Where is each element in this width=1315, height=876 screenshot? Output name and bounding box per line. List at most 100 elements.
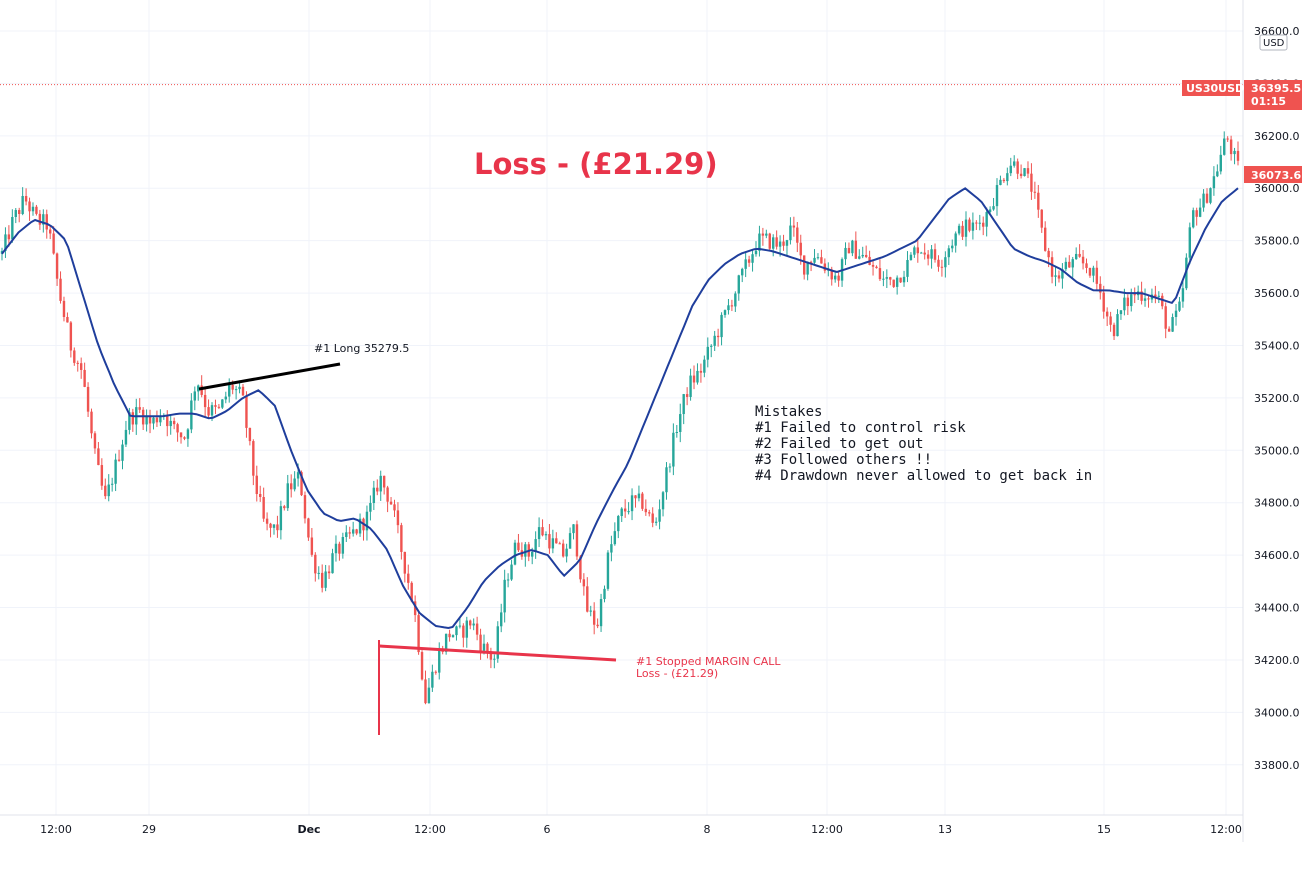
candle-body	[582, 579, 586, 587]
candle-body	[217, 406, 221, 408]
candle-body	[672, 432, 675, 467]
candle-body	[599, 599, 603, 627]
candle-body	[1085, 263, 1088, 268]
candle-body	[1157, 295, 1161, 297]
candle-body	[90, 411, 93, 434]
candle-body	[999, 179, 1002, 186]
candle-body	[675, 432, 679, 434]
candle-body	[720, 314, 723, 338]
candle-body	[110, 483, 114, 485]
candle-body	[765, 233, 768, 236]
candle-body	[920, 252, 923, 254]
candle-body	[93, 433, 97, 449]
candle-body	[734, 293, 737, 307]
candle-body	[24, 196, 28, 202]
candle-body	[31, 206, 35, 212]
candle-body	[909, 254, 913, 261]
candle-body	[644, 508, 648, 513]
candle-body	[1016, 161, 1019, 174]
candle-body	[1102, 292, 1105, 312]
candle-body	[1068, 261, 1071, 268]
second-price-tag	[1244, 166, 1302, 183]
long-entry-line[interactable]	[198, 362, 341, 391]
candle-body	[854, 240, 858, 259]
candle-body	[138, 407, 141, 410]
candle-body	[544, 534, 548, 536]
candle-body	[444, 633, 448, 652]
time-axis[interactable]: 12:00 29 Dec 12:00 6 8 12:00 13 15 12:00	[40, 823, 1242, 836]
candle-body	[7, 234, 11, 240]
candle-body	[45, 214, 48, 230]
candle-body	[190, 400, 193, 430]
candle-body	[479, 634, 482, 651]
candle-body	[1064, 261, 1068, 270]
candle-body	[117, 459, 121, 461]
candle-body	[107, 484, 110, 497]
currency-badge[interactable]	[1259, 34, 1288, 51]
candle-body	[62, 300, 66, 317]
candle-body	[265, 518, 269, 524]
candle-body	[902, 276, 906, 283]
candle-body	[813, 257, 816, 263]
candle-body	[586, 586, 589, 612]
candle-body	[589, 610, 592, 612]
candle-body	[847, 247, 851, 254]
candle-body	[851, 240, 854, 254]
candle-body	[651, 513, 654, 523]
candle-body	[1092, 267, 1095, 276]
candle-body	[221, 399, 224, 408]
candle-body	[975, 222, 978, 224]
candles	[0, 131, 1240, 705]
candle-body	[255, 475, 258, 495]
candle-body	[837, 275, 840, 281]
candle-body	[276, 524, 279, 531]
candle-body	[18, 210, 21, 215]
stop-loss-line[interactable]	[378, 644, 617, 662]
candle-body	[148, 416, 152, 424]
candle-body	[424, 679, 427, 704]
candle-body	[820, 257, 823, 264]
candle-body	[42, 214, 45, 225]
candle-body	[579, 556, 582, 580]
candle-body	[320, 572, 324, 588]
candle-body	[985, 211, 988, 227]
candle-body	[331, 553, 334, 574]
candle-body	[97, 448, 100, 466]
candle-body	[1171, 317, 1174, 332]
candle-body	[100, 465, 104, 486]
candle-body	[348, 532, 351, 534]
candle-body	[1205, 193, 1209, 203]
candle-body	[1130, 294, 1133, 307]
candle-body	[524, 544, 527, 557]
candle-body	[489, 652, 493, 660]
candle-body	[427, 687, 431, 704]
candle-body	[1109, 316, 1112, 325]
candle-body	[933, 249, 937, 260]
candle-body	[513, 542, 517, 565]
candle-body	[964, 219, 968, 237]
candle-body	[534, 539, 537, 552]
x-tick-label: 8	[704, 823, 711, 836]
candle-body	[400, 525, 403, 552]
candle-body	[947, 248, 950, 258]
candle-body	[1226, 138, 1229, 140]
candle-body	[1061, 269, 1064, 279]
price-axis[interactable]: 36600.036400.036200.036000.035800.035600…	[1254, 25, 1300, 772]
candle-body	[14, 210, 17, 218]
candle-body	[369, 503, 372, 512]
x-tick-label: 12:00	[1210, 823, 1242, 836]
candle-body	[916, 247, 920, 254]
candle-body	[558, 543, 561, 545]
x-tick-label: 12:00	[414, 823, 446, 836]
candle-body	[561, 543, 565, 557]
candle-body	[1009, 165, 1012, 174]
candle-body	[455, 626, 458, 636]
candle-body	[510, 564, 513, 580]
x-tick-label: 12:00	[811, 823, 843, 836]
candle-body	[451, 635, 455, 638]
candle-body	[506, 579, 510, 581]
candle-body	[555, 538, 558, 544]
candle-body	[1140, 291, 1143, 301]
x-tick-label: 15	[1097, 823, 1111, 836]
